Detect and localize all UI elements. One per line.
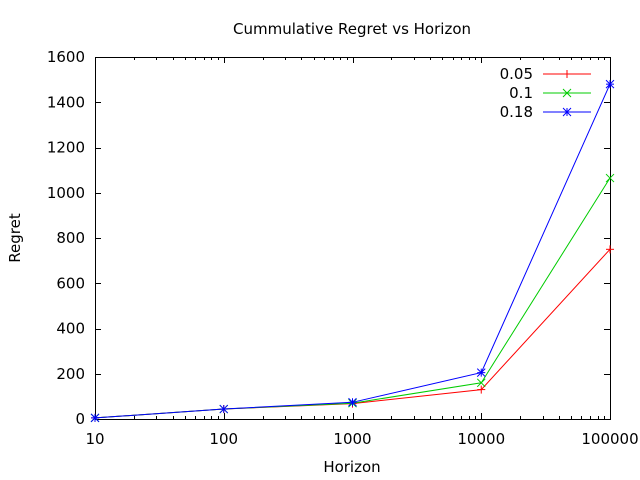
data-point-marker	[348, 397, 357, 407]
x-tick-label: 100000	[581, 430, 638, 448]
series-layer	[90, 79, 615, 423]
data-point-marker	[605, 79, 615, 89]
legend-label: 0.18	[500, 103, 533, 121]
x-axis-label: Horizon	[323, 458, 380, 476]
series-0.1	[90, 173, 615, 423]
x-tick-label: 10	[85, 430, 104, 448]
data-point-marker	[476, 378, 486, 388]
y-axis: 0 200 400 600 800 1000 1200 1400 1600	[47, 48, 610, 428]
series-line	[94, 177, 611, 419]
x-axis: 10 100 1000 10000 100000	[85, 57, 639, 448]
series-line	[94, 248, 611, 419]
legend: 0.050.10.18	[500, 65, 591, 121]
data-point-marker	[562, 88, 572, 98]
legend-label: 0.1	[509, 84, 533, 102]
series-line	[94, 83, 611, 419]
x-tick-label: 1000	[333, 430, 371, 448]
x-tick-label: 100	[209, 430, 238, 448]
data-point-marker	[605, 173, 615, 183]
series-0.05	[91, 245, 614, 422]
data-point-marker	[90, 413, 100, 423]
y-tick-label: 1600	[47, 48, 85, 66]
y-tick-label: 400	[56, 320, 85, 338]
y-tick-label: 200	[56, 365, 85, 383]
legend-label: 0.05	[500, 65, 533, 83]
plot-frame	[95, 57, 611, 420]
y-tick-label: 0	[75, 410, 85, 428]
chart-title: Cummulative Regret vs Horizon	[233, 20, 471, 38]
y-tick-label: 600	[56, 274, 85, 292]
x-tick-label: 10000	[457, 430, 505, 448]
y-tick-label: 800	[56, 229, 85, 247]
data-point-marker	[562, 107, 572, 117]
data-point-marker	[476, 368, 486, 377]
y-tick-label: 1400	[47, 93, 85, 111]
series-0.18	[90, 79, 615, 423]
y-tick-label: 1000	[47, 184, 85, 202]
data-point-marker	[219, 404, 229, 414]
y-axis-label: Regret	[6, 213, 24, 263]
y-tick-label: 1200	[47, 139, 85, 157]
